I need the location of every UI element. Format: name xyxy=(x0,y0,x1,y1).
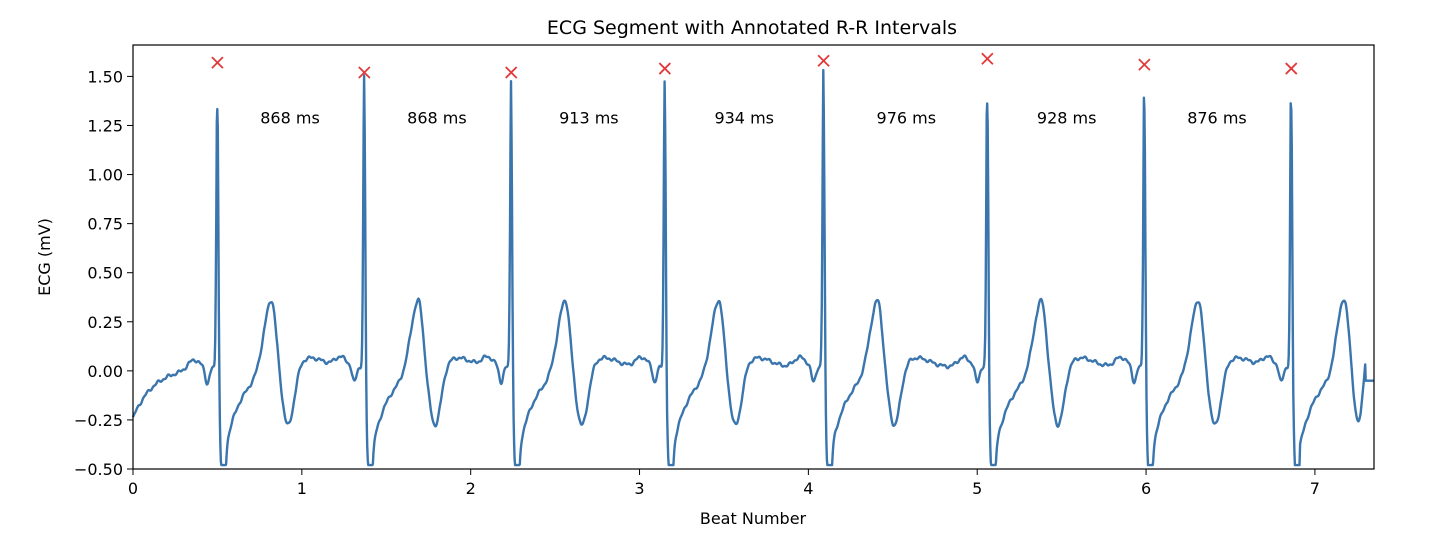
x-tick-label: 3 xyxy=(634,479,644,498)
y-axis-title: ECG (mV) xyxy=(35,218,54,296)
r-peak-marker xyxy=(1138,58,1151,71)
x-tick-label: 5 xyxy=(972,479,982,498)
x-tick-label: 4 xyxy=(803,479,813,498)
y-tick-label: 0.25 xyxy=(87,313,123,332)
r-peak-marker xyxy=(981,52,994,65)
x-tick-label: 7 xyxy=(1310,479,1320,498)
y-tick-label: 1.00 xyxy=(87,166,123,185)
y-tick-label: 0.50 xyxy=(87,264,123,283)
r-peak-marker xyxy=(817,54,830,67)
y-tick-label: 0.75 xyxy=(87,215,123,234)
plot-area: 868 ms 868 ms 913 ms 934 ms 976 ms 928 ms 876 … xyxy=(131,52,1375,467)
y-tick-label: −0.25 xyxy=(74,411,123,430)
r-peak-marker xyxy=(358,66,371,79)
x-tick-label: 2 xyxy=(466,479,476,498)
x-tick-label: 1 xyxy=(297,479,307,498)
x-axis: 0 1 2 3 4 5 6 7 xyxy=(128,469,1320,498)
r-peak-marker xyxy=(505,66,518,79)
x-tick-label: 0 xyxy=(128,479,138,498)
x-axis-title: Beat Number xyxy=(700,509,807,528)
y-tick-label: 1.25 xyxy=(87,116,123,135)
y-tick-label: 1.50 xyxy=(87,67,123,86)
rr-interval-label: 876 ms xyxy=(1187,109,1247,128)
rr-interval-label: 976 ms xyxy=(877,109,937,128)
y-axis: −0.50 −0.25 0.00 0.25 0.50 0.75 1.00 1.25 1.50 xyxy=(74,67,133,479)
r-peak-marker xyxy=(1285,62,1298,75)
y-tick-label: −0.50 xyxy=(74,460,123,479)
rr-interval-label: 934 ms xyxy=(714,109,774,128)
ecg-series-line xyxy=(131,68,1375,467)
rr-interval-label: 928 ms xyxy=(1037,109,1097,128)
r-peak-marker xyxy=(658,62,671,75)
rr-interval-label: 868 ms xyxy=(260,109,320,128)
rr-interval-label: 868 ms xyxy=(407,109,467,128)
chart-title: ECG Segment with Annotated R-R Intervals xyxy=(547,17,957,39)
r-peak-marker xyxy=(211,56,224,69)
y-tick-label: 0.00 xyxy=(87,362,123,381)
x-tick-label: 6 xyxy=(1141,479,1151,498)
plot-frame xyxy=(132,44,1375,470)
rr-interval-label: 913 ms xyxy=(559,109,619,128)
